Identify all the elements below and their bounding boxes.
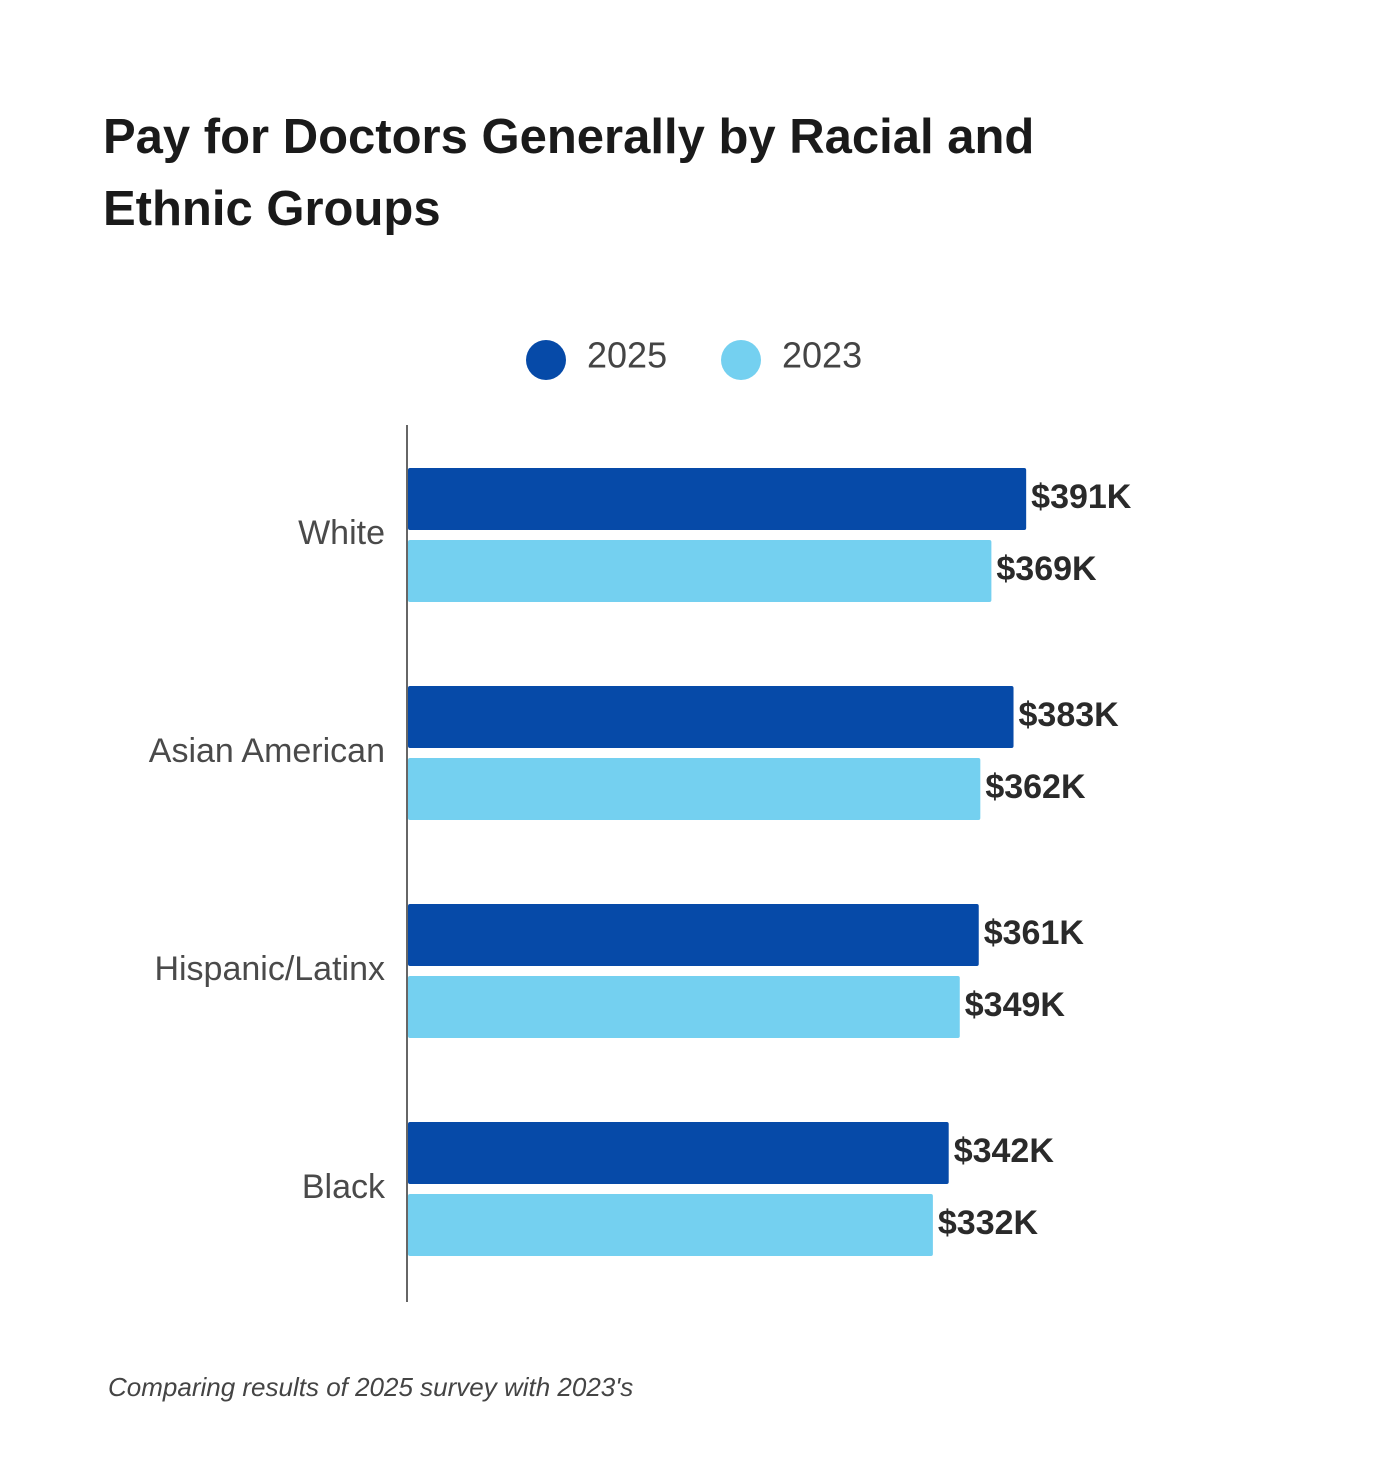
value-label: $369K	[996, 550, 1097, 588]
value-label: $361K	[984, 914, 1085, 952]
bar	[408, 686, 1014, 748]
value-label: $332K	[938, 1204, 1039, 1242]
value-label: $383K	[1019, 696, 1120, 734]
caption: Comparing results of 2025 survey with 20…	[108, 1372, 633, 1402]
bar	[408, 758, 981, 820]
category-label: Asian American	[149, 732, 385, 770]
chart-title: Pay for Doctors Generally by Racial and	[103, 110, 1034, 164]
bar	[408, 904, 979, 966]
legend-label: 2023	[782, 335, 862, 376]
legend-swatch	[526, 340, 566, 380]
category-label: White	[298, 514, 385, 552]
legend-swatch	[721, 340, 761, 380]
value-label: $349K	[965, 986, 1066, 1024]
bar	[408, 976, 960, 1038]
bar	[408, 540, 992, 602]
category-label: Hispanic/Latinx	[154, 950, 385, 988]
value-label: $391K	[1031, 478, 1132, 516]
value-label: $342K	[954, 1132, 1055, 1170]
legend-label: 2025	[587, 335, 667, 376]
value-label: $362K	[985, 768, 1086, 806]
chart-title: Ethnic Groups	[103, 182, 441, 236]
bar	[408, 468, 1027, 530]
category-label: Black	[302, 1168, 386, 1206]
bar	[408, 1194, 933, 1256]
bar	[408, 1122, 949, 1184]
